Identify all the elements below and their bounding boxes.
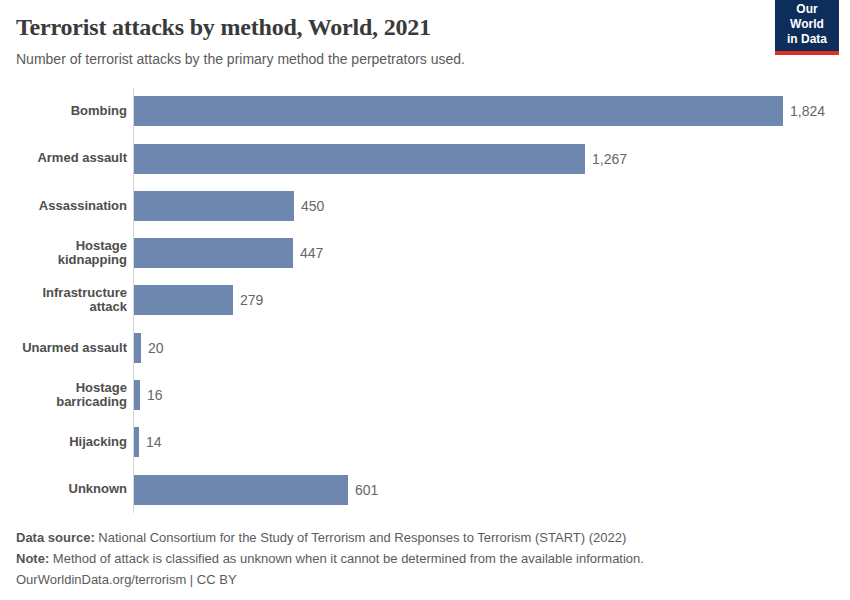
bar-value-label: 20 [148,340,164,356]
bar-area: 1,267 [133,135,839,182]
category-label: Hostage kidnapping [16,239,133,268]
bar-row: Infrastructure attack 279 [16,277,839,324]
bar-value-label: 279 [240,292,263,308]
bar-value-label: 1,824 [790,103,825,119]
bar-area: 16 [133,371,839,418]
bar [134,144,585,174]
bar-value-label: 14 [146,434,162,450]
data-source-text: National Consortium for the Study of Ter… [95,530,627,545]
category-label: Bombing [16,104,133,118]
category-label: Assassination [16,199,133,213]
chart-title: Terrorist attacks by method, World, 2021 [16,14,839,42]
chart-footer: Data source: National Consortium for the… [16,527,839,590]
bar-value-label: 601 [355,482,378,498]
category-label: Armed assault [16,151,133,165]
note-text: Method of attack is classified as unknow… [49,551,644,566]
bar [134,427,139,457]
bar-area: 279 [133,277,839,324]
bar [134,285,233,315]
bar-row: Hijacking 14 [16,419,839,466]
horizontal-bar-chart: Bombing 1,824 Armed assault 1,267 Assass… [16,88,839,514]
bar-row: Bombing 1,824 [16,88,839,135]
bar [134,96,783,126]
bar-area: 14 [133,419,839,466]
bar [134,238,293,268]
owid-logo-line1: Our World [778,2,836,32]
bar-row: Armed assault 1,267 [16,135,839,182]
data-source-label: Data source: [16,530,95,545]
bar-row: Hostage kidnapping 447 [16,229,839,276]
category-label: Infrastructure attack [16,286,133,315]
bar-area: 447 [133,229,839,276]
bar-value-label: 450 [301,198,324,214]
note-line: Note: Method of attack is classified as … [16,548,839,569]
bar-area: 601 [133,466,839,513]
category-label: Hijacking [16,435,133,449]
bar [134,191,294,221]
category-label: Hostage barricading [16,381,133,410]
bar [134,333,141,363]
chart-header: Terrorist attacks by method, World, 2021… [16,0,839,67]
bar-row: Assassination 450 [16,182,839,229]
bar-row: Hostage barricading 16 [16,371,839,418]
bar-row: Unarmed assault 20 [16,324,839,371]
owid-logo-line2: in Data [778,32,836,47]
bar-row: Unknown 601 [16,466,839,513]
owid-chart-page: Terrorist attacks by method, World, 2021… [0,0,850,600]
bar-value-label: 447 [300,245,323,261]
citation-link[interactable]: OurWorldinData.org/terrorism | CC BY [16,569,839,590]
bar [134,475,348,505]
bar-area: 450 [133,182,839,229]
category-label: Unknown [16,482,133,496]
chart-subtitle: Number of terrorist attacks by the prima… [16,51,839,67]
owid-logo[interactable]: Our World in Data [775,0,839,55]
bar-area: 1,824 [133,88,839,135]
bar-area: 20 [133,324,839,371]
bar-value-label: 16 [147,387,163,403]
category-label: Unarmed assault [16,341,133,355]
note-label: Note: [16,551,49,566]
bar [134,380,140,410]
data-source-line: Data source: National Consortium for the… [16,527,839,548]
bar-value-label: 1,267 [592,151,627,167]
